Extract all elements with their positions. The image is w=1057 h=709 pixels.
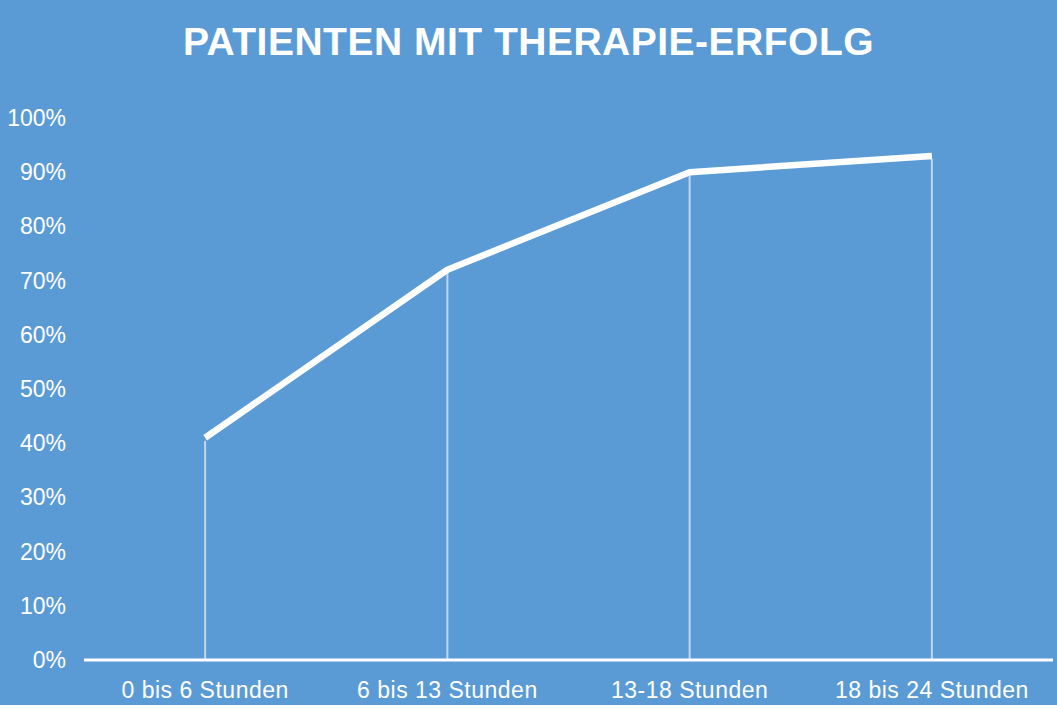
y-tick-label: 90% — [20, 159, 66, 185]
y-tick-label: 10% — [20, 593, 66, 619]
y-tick-label: 50% — [20, 376, 66, 402]
chart-canvas: PATIENTEN MIT THERAPIE-ERFOLG 0%10%20%30… — [0, 0, 1057, 709]
x-axis-label: 18 bis 24 Stunden — [835, 677, 1029, 703]
y-tick-label: 0% — [33, 647, 66, 673]
line-chart-svg: 0% 10% 20% 30% 40% 50% 60% 70% 80% 90% 100% 0 bis 6… — [0, 0, 1057, 709]
y-tick-label: 60% — [20, 322, 66, 348]
data-series-line — [205, 156, 932, 438]
y-tick-label: 80% — [20, 213, 66, 239]
slide-bottom-edge — [0, 705, 1057, 709]
y-tick-label: 40% — [20, 430, 66, 456]
y-tick-label: 100% — [7, 105, 66, 131]
x-axis-label: 13-18 Stunden — [611, 677, 768, 703]
x-axis-label: 6 bis 13 Stunden — [357, 677, 538, 703]
y-tick-label: 70% — [20, 268, 66, 294]
x-axis-label: 0 bis 6 Stunden — [121, 677, 288, 703]
y-tick-label: 20% — [20, 539, 66, 565]
y-tick-label: 30% — [20, 484, 66, 510]
